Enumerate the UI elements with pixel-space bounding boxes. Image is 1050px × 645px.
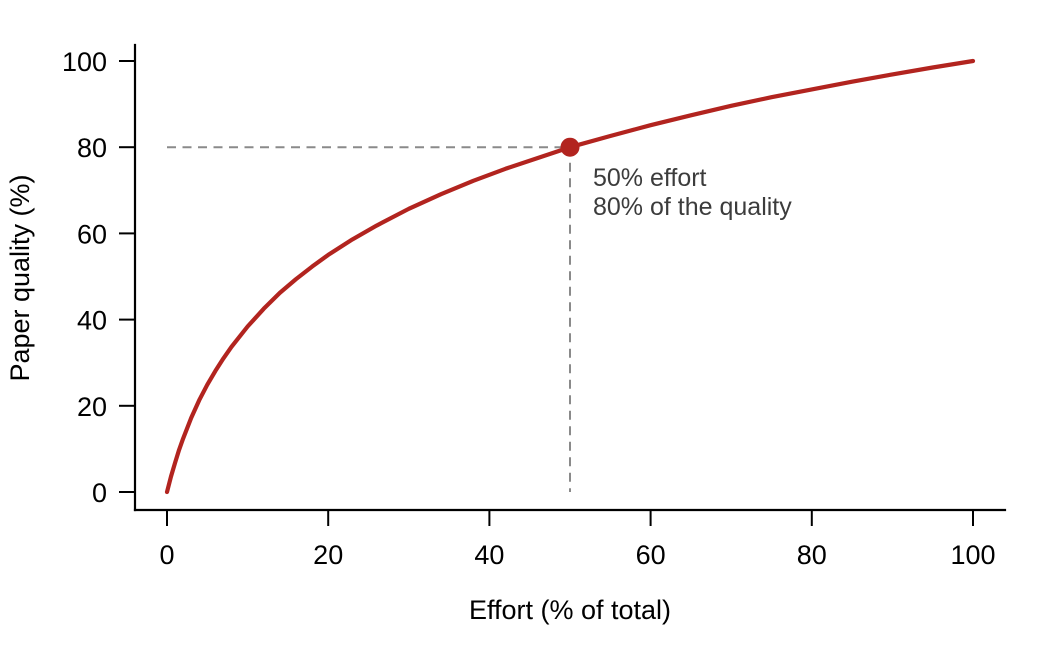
y-tick-label: 80 [77, 133, 107, 163]
annotation-line: 50% effort [593, 164, 707, 192]
x-tick-label: 20 [313, 540, 343, 570]
annotation-marker [560, 137, 580, 157]
quality-curve [164, 58, 976, 495]
annotation-guides [167, 146, 571, 492]
data-point-marker [560, 137, 580, 157]
y-tick-label: 100 [62, 47, 107, 77]
x-axis-title: Effort (% of total) [469, 595, 671, 625]
x-tick-label: 80 [797, 540, 827, 570]
y-tick-label: 20 [77, 392, 107, 422]
y-tick-label: 0 [92, 478, 107, 508]
series-line [164, 58, 976, 495]
y-tick-label: 60 [77, 219, 107, 249]
annotation-line: 80% of the quality [593, 193, 792, 221]
x-tick-label: 100 [950, 540, 995, 570]
x-tick-label: 40 [474, 540, 504, 570]
y-tick-label: 40 [77, 306, 107, 336]
x-tick-label: 0 [159, 540, 174, 570]
y-axis-title: Paper quality (%) [5, 174, 35, 381]
axes: 0 20 40 60 80 100 0 20 40 60 80 100 [62, 43, 1007, 570]
x-tick-label: 60 [636, 540, 666, 570]
